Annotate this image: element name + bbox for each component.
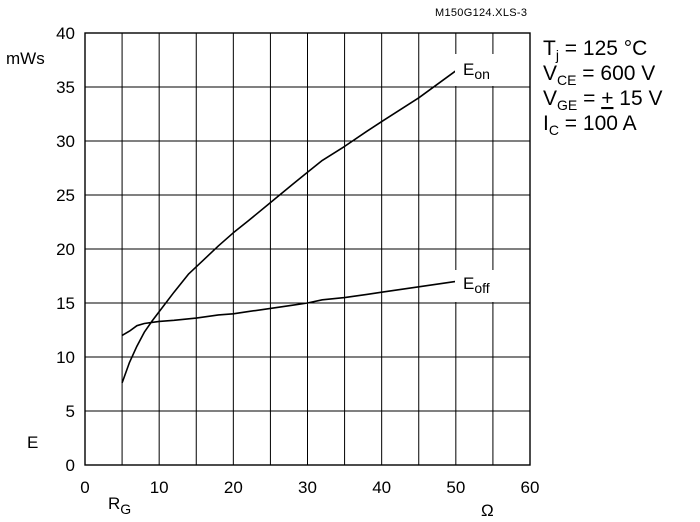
x-tick-label: 30 [298, 478, 317, 497]
plot-frame [84, 32, 531, 466]
series-label-eon: Eon [463, 60, 490, 82]
y-tick-label: 20 [56, 240, 75, 259]
condition-tj: Tj = 125 °C [543, 37, 647, 63]
x-tick-label: 40 [372, 478, 391, 497]
x-tick-label: 60 [521, 478, 540, 497]
x-tick-label: 10 [150, 478, 169, 497]
y-tick-label: 5 [66, 402, 75, 421]
x-tick-label: 50 [446, 478, 465, 497]
y-tick-label: 30 [56, 132, 75, 151]
y-tick-label: 0 [66, 456, 75, 475]
series-line-e-on [121, 70, 457, 384]
x-tick-label: 20 [224, 478, 243, 497]
x-unit: Ω [481, 501, 494, 520]
y-tick-label: 15 [56, 294, 75, 313]
condition-vce: VCE = 600 V [543, 62, 655, 88]
y-tick-label: 35 [56, 78, 75, 97]
condition-vge: VGE = + 15 V [543, 87, 663, 113]
y-tick-label: 40 [56, 24, 75, 43]
series-label-eoff: Eoff [463, 274, 490, 296]
eon-label-background [455, 54, 500, 86]
x-axis-label: RG [108, 494, 131, 517]
x-tick-labels: 0 10 20 30 40 50 60 [80, 478, 539, 497]
y-axis-label: E [27, 433, 38, 452]
series-line-e-off [121, 280, 456, 337]
condition-ic: IC = 100 A [543, 112, 637, 138]
y-unit: mWs [6, 49, 45, 68]
eoff-label-background [455, 270, 500, 302]
grid [85, 33, 530, 465]
series-group [121, 70, 457, 384]
y-tick-labels: 0 5 10 15 20 25 30 35 40 [56, 24, 75, 475]
conditions-block: Tj = 125 °C VCE = 600 V VGE = + 15 V IC … [543, 37, 663, 138]
y-tick-label: 10 [56, 348, 75, 367]
y-tick-label: 25 [56, 186, 75, 205]
figure-id: M150G124.XLS-3 [435, 7, 527, 19]
x-tick-label: 0 [80, 478, 89, 497]
